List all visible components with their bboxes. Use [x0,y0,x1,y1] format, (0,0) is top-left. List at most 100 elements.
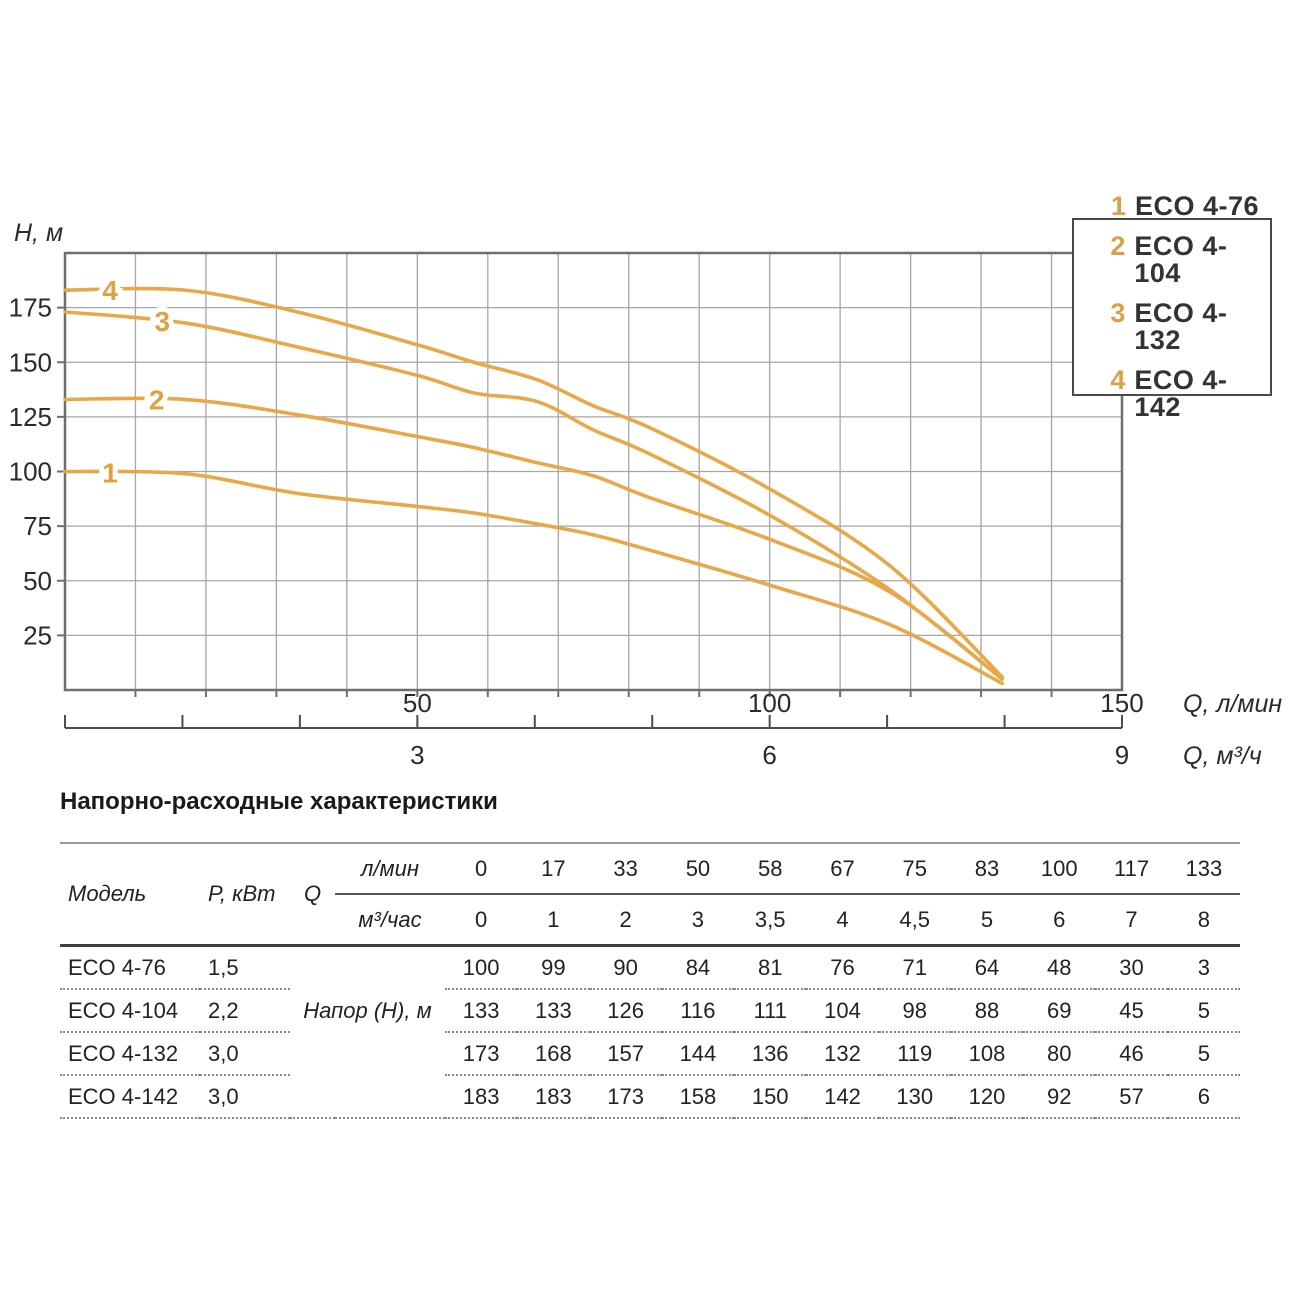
y-axis-title: H, м [14,219,63,247]
head-value-cell: 46 [1095,1032,1168,1076]
x-axis-title-m3h: Q, м³/ч [1183,742,1262,770]
head-value-cell: 133 [517,989,590,1033]
x-tick-label-lmin: 150 [1100,688,1143,718]
chart-legend: 1 ECO 4-76 2 ECO 4-104 3 ECO 4-132 4 ECO… [1072,193,1272,421]
head-value-cell: 69 [1023,989,1096,1033]
flow-value-lmin: 67 [806,843,879,895]
pump-curves-plot: 175 150 125 100 75 50 25 H, м 1 2 3 4 50 100 150 Q, л/м… [9,219,1283,770]
head-value-cell: 48 [1023,945,1096,990]
model-cell: ECO 4-142 [60,1075,200,1119]
x-tick-label-m3h: 6 [762,740,776,770]
spec-table-section: Напорно-расходные характеристики Модель … [60,788,1240,1119]
column-header-q: Q [303,881,322,906]
legend-model-label: ECO 4-132 [1134,298,1228,355]
unit-label-lmin: л/мин [335,843,445,895]
x-tick-label-m3h: 9 [1115,740,1129,770]
y-tick-label: 25 [23,620,52,650]
y-tick-label: 150 [9,347,52,377]
head-value-cell: 81 [734,945,807,990]
y-tick-label: 125 [9,402,52,432]
legend-curve-number: 4 [1110,365,1126,395]
curve-ECO 4-104 [63,396,1005,681]
y-tick-label: 175 [9,293,52,323]
flow-value-m3h: 1 [547,906,560,932]
flow-value-lmin: 117 [1095,843,1168,895]
legend-model-label: ECO 4-142 [1134,365,1228,422]
head-value-cell: 130 [878,1075,951,1119]
x-axis-title-lmin: Q, л/мин [1183,690,1282,718]
legend-model-label: ECO 4-76 [1135,191,1260,221]
curve-number-label: 4 [102,275,118,306]
flow-value-m3h: 7 [1125,906,1138,932]
head-value-cell: 92 [1023,1075,1096,1119]
head-value-cell: 157 [589,1032,662,1076]
model-cell: ECO 4-132 [60,1032,200,1076]
flow-value-m3h: 4,5 [899,906,931,932]
head-value-cell: 133 [445,989,518,1033]
unit-label-m3h: м³/час [358,906,422,932]
head-value-cell: 144 [661,1032,735,1076]
flow-value-lmin: 75 [878,843,951,895]
legend-model-label: ECO 4-104 [1134,231,1228,288]
curve-number-label: 3 [154,306,170,337]
flow-value-lmin: 83 [950,843,1024,895]
head-value-cell: 111 [734,989,807,1033]
head-value-cell: 132 [806,1032,879,1076]
head-value-cell: 57 [1095,1075,1168,1119]
head-value-cell: 84 [661,945,735,990]
column-header-power: P, кВт [208,881,276,906]
flow-value-m3h: 3,5 [754,906,786,932]
model-cell: ECO 4-104 [60,989,200,1033]
flow-value-m3h: 4 [836,906,849,932]
head-value-cell: 119 [878,1032,951,1076]
head-value-cell: 183 [517,1075,590,1119]
head-value-cell: 71 [878,945,951,990]
power-cell: 3,0 [200,1032,290,1076]
head-value-cell: 116 [661,989,735,1033]
flow-value-lmin: 58 [734,843,807,895]
table-row: ECO 4-104 2,2 133 133 126 116 111 104 98 88 69 45 5 [60,989,1240,1033]
head-value-cell: 183 [445,1075,518,1119]
header-row-m3h: м³/час 0 1 2 3 3,5 4 4,5 5 6 7 8 [60,894,1240,946]
model-cell: ECO 4-76 [60,945,200,990]
head-column-label: Напор (H), м [290,945,445,1119]
flow-value-lmin: 33 [589,843,662,895]
head-value-cell: 64 [950,945,1024,990]
head-value-cell: 6 [1167,1075,1240,1119]
curve-number-label: 2 [149,384,165,415]
head-value-cell: 5 [1167,989,1240,1033]
y-tick-label: 50 [23,566,52,596]
flow-value-lmin: 133 [1167,843,1240,895]
column-header-model: Модель [68,881,147,906]
head-value-cell: 126 [589,989,662,1033]
power-cell: 1,5 [200,945,290,990]
flow-value-lmin: 0 [445,843,518,895]
flow-value-m3h: 2 [619,906,632,932]
head-value-cell: 136 [734,1032,807,1076]
power-cell: 2,2 [200,989,290,1033]
x-tick-label-lmin: 50 [403,688,432,718]
legend-curve-number: 3 [1110,298,1126,328]
head-flow-table: Модель P, кВт Q л/мин 0 17 33 50 58 67 75 83 100… [60,842,1240,1119]
legend-item: 3 ECO 4-132 [1104,300,1270,354]
table-row: ECO 4-142 3,0 183 183 173 158 150 142 130 120 92 57… [60,1075,1240,1119]
y-tick-label: 75 [23,511,52,541]
head-value-cell: 142 [806,1075,879,1119]
head-value-cell: 5 [1167,1032,1240,1076]
table-row: ECO 4-76 1,5 Напор (H), м 100 99 90 84 81 76 71 64… [60,945,1240,1119]
curve-ECO 4-132 [63,310,1005,681]
power-cell: 3,0 [200,1075,290,1119]
head-value-cell: 30 [1095,945,1168,990]
x-tick-label-lmin: 100 [748,688,791,718]
head-value-cell: 104 [806,989,879,1033]
curve-ECO 4-76 [63,469,1005,686]
head-value-cell: 3 [1167,945,1240,990]
flow-value-lmin: 100 [1023,843,1096,895]
head-value-cell: 173 [589,1075,662,1119]
head-value-cell: 99 [517,945,590,990]
head-value-cell: 158 [661,1075,735,1119]
flow-value-m3h: 0 [475,906,488,932]
head-value-cell: 108 [950,1032,1024,1076]
curve-ECO 4-142 [63,286,1005,679]
